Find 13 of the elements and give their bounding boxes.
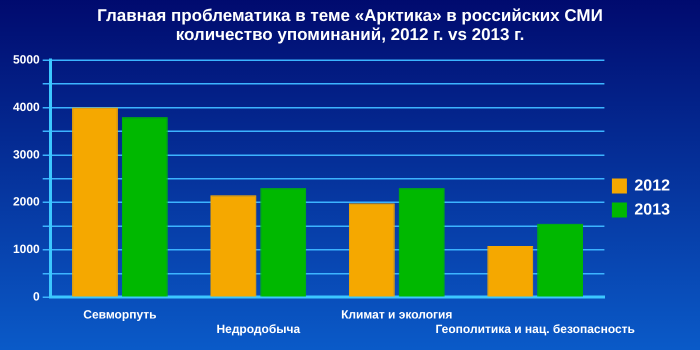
- y-tick-label: 1000: [12, 242, 40, 256]
- x-tick-label: Геополитика и нац. безопасность: [435, 322, 635, 336]
- x-tick-label: Недродобыча: [216, 322, 301, 336]
- x-tick-label: Севморпуть: [83, 308, 157, 322]
- legend-label: 2013: [634, 201, 670, 218]
- chart-title: Главная проблематика в теме «Арктика» в российских СМИ количество упоминаний, 2012 г. vs 2013 г.: [96, 5, 604, 46]
- y-tick-label: 3000: [12, 147, 40, 162]
- y-tick-label: 2000: [12, 194, 40, 209]
- y-tick-label: 0: [33, 290, 40, 304]
- legend-label: 2012: [634, 177, 670, 194]
- y-tick-label: 4000: [12, 100, 40, 114]
- y-tick-label: 5000: [12, 52, 40, 67]
- x-tick-label: Климат и экология: [341, 308, 452, 322]
